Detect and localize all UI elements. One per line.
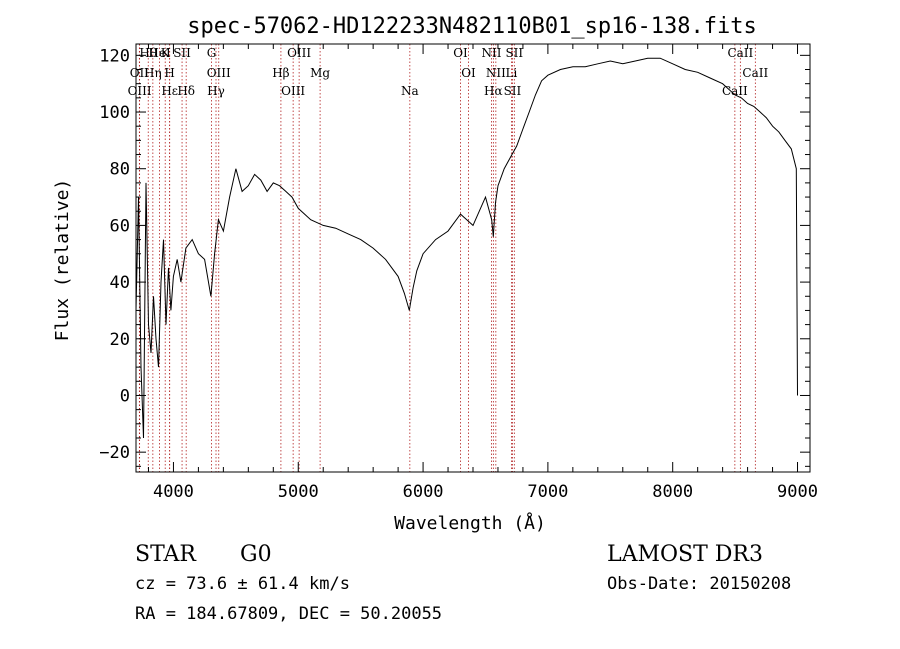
line-marker-label: OI [453, 46, 468, 60]
line-marker-label: OII [130, 66, 150, 80]
x-tick-label: 9000 [777, 482, 818, 502]
line-marker-label: NII [486, 66, 506, 80]
y-tick-label: 100 [99, 103, 130, 123]
y-tick-label: 40 [110, 273, 130, 293]
line-marker-label: Hα [484, 84, 503, 98]
obs-date: Obs-Date: 20150208 [607, 574, 791, 594]
object-subclass: G0 [240, 542, 272, 567]
x-tick-label: 5000 [278, 482, 319, 502]
y-tick-label: 0 [120, 386, 130, 406]
line-marker-label: SII [505, 46, 523, 60]
line-marker-label: H [164, 66, 174, 80]
y-tick-label: 80 [110, 160, 130, 180]
y-axis-label: Flux (relative) [52, 179, 73, 342]
line-marker-label: NII [481, 46, 501, 60]
x-tick-label: 4000 [153, 482, 194, 502]
x-axis-ticks: 4000 5000 6000 7000 8000 9000 [147, 44, 818, 502]
line-marker-label: Hη [144, 66, 162, 80]
ra-dec: RA = 184.67809, DEC = 50.20055 [135, 604, 442, 624]
line-markers [138, 44, 756, 472]
spectrum-line [135, 57, 798, 439]
line-marker-label: CaII [722, 84, 748, 98]
y-tick-label: 120 [99, 46, 130, 66]
line-marker-label: G [207, 46, 217, 60]
x-tick-label: 8000 [652, 482, 693, 502]
line-marker-label: K [161, 46, 171, 60]
line-marker-label: OIII [287, 46, 311, 60]
cz-value: cz = 73.6 ± 61.4 km/s [135, 574, 350, 594]
y-tick-label: 20 [110, 330, 130, 350]
line-marker-label: CaII [742, 66, 768, 80]
line-marker-label: HeI [148, 46, 171, 60]
line-marker-label: Hγ [207, 84, 225, 98]
line-marker-label: Na [401, 84, 419, 98]
x-tick-label: 7000 [527, 482, 568, 502]
y-tick-label: −20 [99, 443, 130, 463]
line-marker-label: Li [506, 66, 518, 80]
line-marker-label: SII [504, 84, 522, 98]
line-marker-label: Hθ [139, 46, 157, 60]
x-axis-label: Wavelength (Å) [394, 512, 546, 534]
line-marker-label: Mg [310, 66, 330, 80]
line-marker-label: Hβ [272, 66, 289, 80]
x-tick-label: 6000 [403, 482, 444, 502]
y-axis-ticks: −20 0 20 40 60 80 100 120 [99, 46, 810, 467]
line-marker-label: OIII [281, 84, 305, 98]
survey-name: LAMOST DR3 [607, 542, 763, 567]
line-marker-label: Hδ [177, 84, 195, 98]
y-tick-label: 60 [110, 216, 130, 236]
line-marker-label: OIII [128, 84, 152, 98]
line-marker-label: OIII [207, 66, 231, 80]
line-marker-label: CaII [727, 46, 753, 60]
line-marker-labels: Hθ OII OIII KH Hε HeI Hη Hδ SII OIII Hγ G Hβ OIII OIII… [128, 46, 769, 98]
plot-frame [135, 43, 811, 473]
line-marker-label: OI [461, 66, 476, 80]
chart-title: spec-57062-HD122233N482110B01_sp16-138.f… [187, 14, 757, 39]
line-marker-label: SII [173, 46, 191, 60]
line-marker-label: Hε [161, 84, 178, 98]
object-class: STAR [135, 542, 197, 567]
